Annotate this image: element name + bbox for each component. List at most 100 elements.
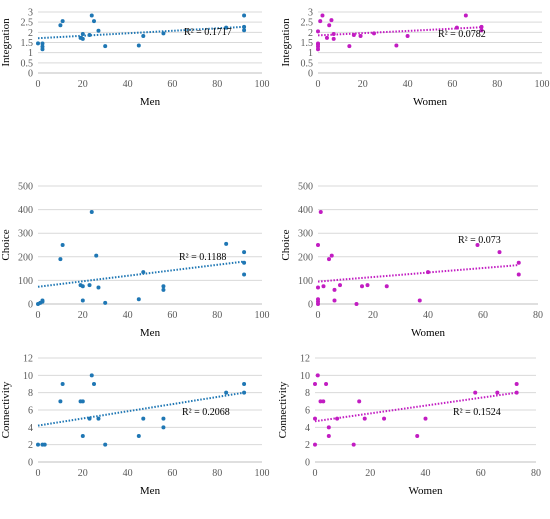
- x-tick-label: 20: [368, 310, 378, 321]
- data-point: [60, 19, 65, 24]
- x-tick-label: 40: [423, 310, 433, 321]
- data-point: [103, 44, 108, 49]
- data-point: [316, 243, 320, 247]
- y-tick-label: 100: [298, 276, 313, 287]
- y-tick-label: 0: [28, 458, 33, 469]
- data-point: [141, 270, 146, 275]
- y-tick-label: 200: [298, 252, 313, 263]
- data-point: [331, 31, 336, 36]
- data-point: [136, 434, 141, 438]
- y-tick-label: 4: [28, 423, 33, 434]
- x-tick-label: 20: [78, 310, 88, 321]
- data-point: [92, 19, 96, 24]
- y-tick-label: 2.5: [21, 18, 34, 29]
- data-point: [161, 287, 166, 292]
- data-point: [315, 373, 320, 378]
- trendline: [37, 391, 245, 427]
- data-point: [58, 257, 63, 262]
- chart-panel-choice-women: 0 100 200 300 400 500 0 20 40 60 80 Women Choice R² =…: [280, 182, 543, 340]
- x-tick-label: 40: [123, 310, 133, 321]
- y-tick-label: 6: [28, 406, 33, 417]
- data-point: [80, 36, 85, 41]
- chart-panel-connectivity-women: 0 2 4 6 8 10 12 0 20 40 60 80 Women Connectivity R² = …: [277, 354, 541, 498]
- data-point: [514, 390, 519, 395]
- data-point: [103, 300, 108, 305]
- y-tick-label: 0.5: [301, 58, 314, 69]
- data-point: [89, 373, 94, 378]
- x-tick-label: 60: [167, 79, 177, 90]
- y-tick-label: 100: [18, 276, 33, 287]
- y-axis-title: Connectivity: [277, 381, 289, 438]
- y-axis-title: Choice: [0, 229, 12, 260]
- y-tick-label: 10: [23, 371, 33, 382]
- x-tick-label: 100: [255, 79, 270, 90]
- y-tick-label: 300: [18, 229, 33, 240]
- data-point: [426, 270, 430, 275]
- y-tick-label: 0.5: [21, 58, 34, 69]
- x-tick-label: 20: [365, 468, 375, 479]
- y-tick-label: 6: [305, 406, 310, 417]
- data-point: [96, 28, 101, 33]
- data-point: [327, 23, 332, 28]
- y-tick-label: 10: [300, 371, 310, 382]
- y-tick-label: 2: [28, 440, 33, 451]
- r-squared-label: R² = 0.1524: [453, 407, 501, 418]
- x-tick-label: 60: [167, 468, 177, 479]
- y-tick-label: 8: [305, 388, 310, 399]
- data-point: [136, 43, 141, 48]
- data-point: [327, 257, 331, 262]
- x-tick-label: 80: [533, 310, 543, 321]
- data-point: [405, 33, 410, 38]
- r-squared-label: R² = 0.1188: [179, 252, 226, 263]
- y-tick-label: 2.5: [301, 18, 314, 29]
- y-tick-label: 500: [298, 182, 313, 193]
- data-point: [316, 285, 320, 290]
- y-tick-label: 400: [18, 205, 33, 216]
- data-point: [516, 260, 521, 265]
- data-point: [332, 287, 337, 292]
- chart-panel-integration-women: 00.511.522.53 0 20 40 60 80 100 Women Integratio…: [280, 8, 550, 109]
- x-tick-label: 20: [78, 468, 88, 479]
- data-point: [351, 442, 356, 447]
- trendline: [317, 26, 482, 37]
- chart-panel-choice-men: 0 100 200 300 400 500 0 20 40 60 80 100 Men Choice R² …: [0, 182, 270, 340]
- data-point: [332, 298, 337, 303]
- data-point: [242, 382, 247, 386]
- x-tick-label: 0: [36, 310, 41, 321]
- r-squared-label: R² = 0.073: [458, 235, 501, 246]
- x-tick-label: 60: [478, 310, 488, 321]
- y-axis-title: Integration: [280, 18, 292, 67]
- x-tick-label: 80: [212, 468, 222, 479]
- data-point: [354, 302, 359, 306]
- data-point: [141, 33, 146, 38]
- r-squared-label: R² = 0.2068: [182, 407, 230, 418]
- y-tick-label: 3: [308, 8, 313, 19]
- data-point: [36, 41, 40, 46]
- y-axis-title: Integration: [0, 18, 12, 67]
- data-point: [242, 13, 247, 18]
- data-point: [58, 23, 63, 28]
- data-point: [60, 382, 65, 386]
- y-tick-label: 2: [28, 28, 33, 39]
- data-point: [324, 35, 329, 40]
- data-point: [224, 241, 229, 246]
- y-axis-title: Connectivity: [0, 381, 12, 438]
- y-tick-label: 500: [18, 182, 33, 193]
- data-point: [463, 13, 468, 18]
- data-point: [80, 399, 85, 404]
- data-point: [58, 399, 63, 404]
- data-point: [87, 283, 92, 288]
- data-point: [495, 390, 500, 395]
- data-point: [318, 19, 323, 24]
- data-point: [36, 442, 40, 447]
- data-point: [417, 298, 422, 303]
- data-point: [372, 31, 376, 36]
- data-point: [141, 416, 146, 421]
- x-tick-label: 60: [167, 310, 177, 321]
- trendline: [37, 25, 245, 40]
- data-point: [87, 416, 92, 421]
- y-tick-label: 0: [28, 300, 33, 311]
- y-tick-label: 200: [18, 252, 33, 263]
- data-point: [358, 33, 363, 38]
